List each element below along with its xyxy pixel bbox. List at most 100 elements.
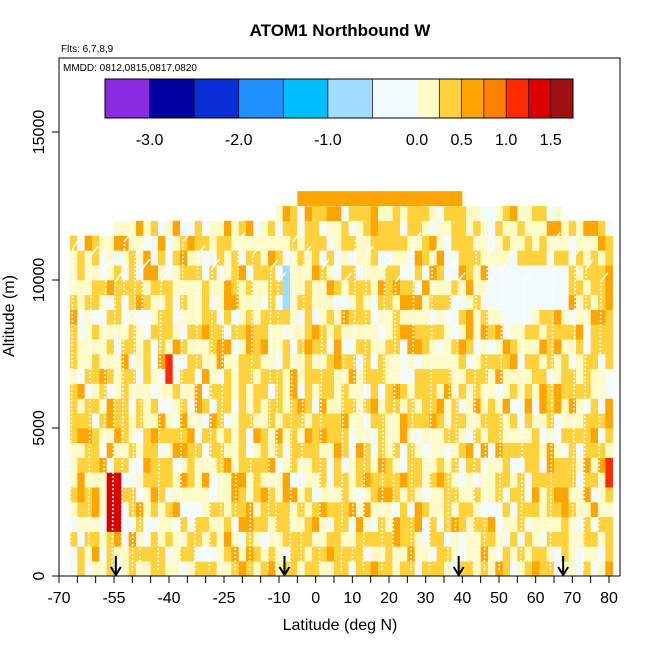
- heat-cell: [400, 206, 408, 222]
- heat-cell: [400, 265, 408, 281]
- heat-cell: [370, 354, 379, 370]
- heat-cell: [495, 235, 503, 251]
- heat-cell: [121, 546, 129, 562]
- heat-cell: [290, 368, 298, 384]
- flight-track: [571, 254, 577, 571]
- heat-cell: [297, 324, 305, 340]
- heat-cell: [304, 280, 313, 296]
- heat-cell: [590, 324, 599, 340]
- heat-cell: [590, 368, 599, 384]
- heat-cell: [458, 191, 467, 207]
- heat-cell: [524, 531, 533, 547]
- heat-cell: [209, 368, 217, 384]
- heat-cell: [532, 368, 540, 384]
- heat-cell: [546, 472, 555, 488]
- heat-cell: [429, 354, 437, 370]
- heat-cell: [312, 235, 320, 251]
- heat-cell: [583, 250, 591, 266]
- heat-cell: [150, 472, 159, 488]
- heat-cell: [458, 309, 467, 325]
- heat-cell: [392, 280, 401, 296]
- heat-cell: [224, 413, 232, 429]
- heat-cell: [70, 265, 78, 281]
- heat-cell: [363, 472, 371, 488]
- heat-cell: [224, 546, 232, 562]
- heat-cell: [326, 309, 335, 325]
- heat-cell: [334, 442, 342, 458]
- heat-cell: [70, 457, 78, 473]
- heat-cell: [554, 324, 562, 340]
- heat-cell: [158, 368, 166, 384]
- heat-cell: [473, 265, 481, 281]
- heat-cell: [128, 383, 137, 399]
- heat-cell: [407, 265, 415, 281]
- heat-cell: [590, 309, 599, 325]
- heat-cell: [495, 413, 503, 429]
- heat-cell: [458, 502, 467, 518]
- heat-cell: [583, 294, 591, 310]
- heat-cell: [451, 280, 459, 296]
- heat-cell: [356, 413, 364, 429]
- heat-cell: [356, 206, 364, 222]
- heat-cell: [319, 339, 327, 355]
- heat-cell: [194, 516, 203, 532]
- heat-cell: [253, 280, 261, 296]
- heat-cell: [238, 309, 247, 325]
- heat-cell: [282, 383, 291, 399]
- heat-cell: [121, 472, 129, 488]
- heat-cell: [436, 457, 445, 473]
- colorbar-bin: [149, 79, 195, 118]
- heat-cell: [231, 368, 239, 384]
- heat-cell: [385, 531, 393, 547]
- heat-cell: [400, 339, 408, 355]
- heat-cell: [187, 354, 195, 370]
- heat-cell: [253, 546, 261, 562]
- heat-cell: [590, 457, 599, 473]
- heat-cell: [422, 250, 430, 266]
- heat-cell: [106, 309, 115, 325]
- heat-cell: [92, 457, 100, 473]
- heat-cell: [370, 324, 379, 340]
- heat-cell: [209, 294, 217, 310]
- heat-cell: [466, 487, 474, 503]
- heat-cell: [444, 265, 452, 281]
- heat-cell: [304, 413, 313, 429]
- heat-cell: [502, 309, 511, 325]
- heat-cell: [158, 457, 166, 473]
- x-tick-label: -40: [157, 590, 180, 607]
- heat-cell: [114, 561, 122, 577]
- heat-cell: [209, 398, 217, 414]
- heat-cell: [414, 457, 423, 473]
- heat-cell: [275, 383, 283, 399]
- heat-cell: [378, 294, 386, 310]
- flight-track: [597, 281, 602, 571]
- heat-cell: [598, 413, 606, 429]
- heat-cell: [392, 487, 401, 503]
- heat-cell: [583, 472, 591, 488]
- heat-cell: [590, 220, 599, 236]
- heat-cell: [554, 502, 562, 518]
- heat-cell: [246, 354, 254, 370]
- heat-cell: [290, 206, 298, 222]
- heat-cell: [363, 413, 371, 429]
- heat-cell: [466, 354, 474, 370]
- heat-cell: [202, 457, 210, 473]
- heat-cell: [114, 309, 122, 325]
- heat-cell: [576, 398, 584, 414]
- heat-cell: [202, 324, 210, 340]
- heat-cell: [517, 442, 525, 458]
- heat-cell: [436, 531, 445, 547]
- heat-cell: [282, 265, 291, 281]
- heat-cell: [136, 265, 144, 281]
- heat-cell: [524, 206, 533, 222]
- heat-cell: [488, 487, 496, 503]
- heat-cell: [524, 546, 533, 562]
- heat-cell: [99, 368, 107, 384]
- heat-cell: [539, 457, 547, 473]
- heat-cell: [348, 354, 357, 370]
- heat-cell: [436, 516, 445, 532]
- heat-cell: [334, 220, 342, 236]
- heat-cell: [194, 413, 203, 429]
- heat-cell: [172, 383, 181, 399]
